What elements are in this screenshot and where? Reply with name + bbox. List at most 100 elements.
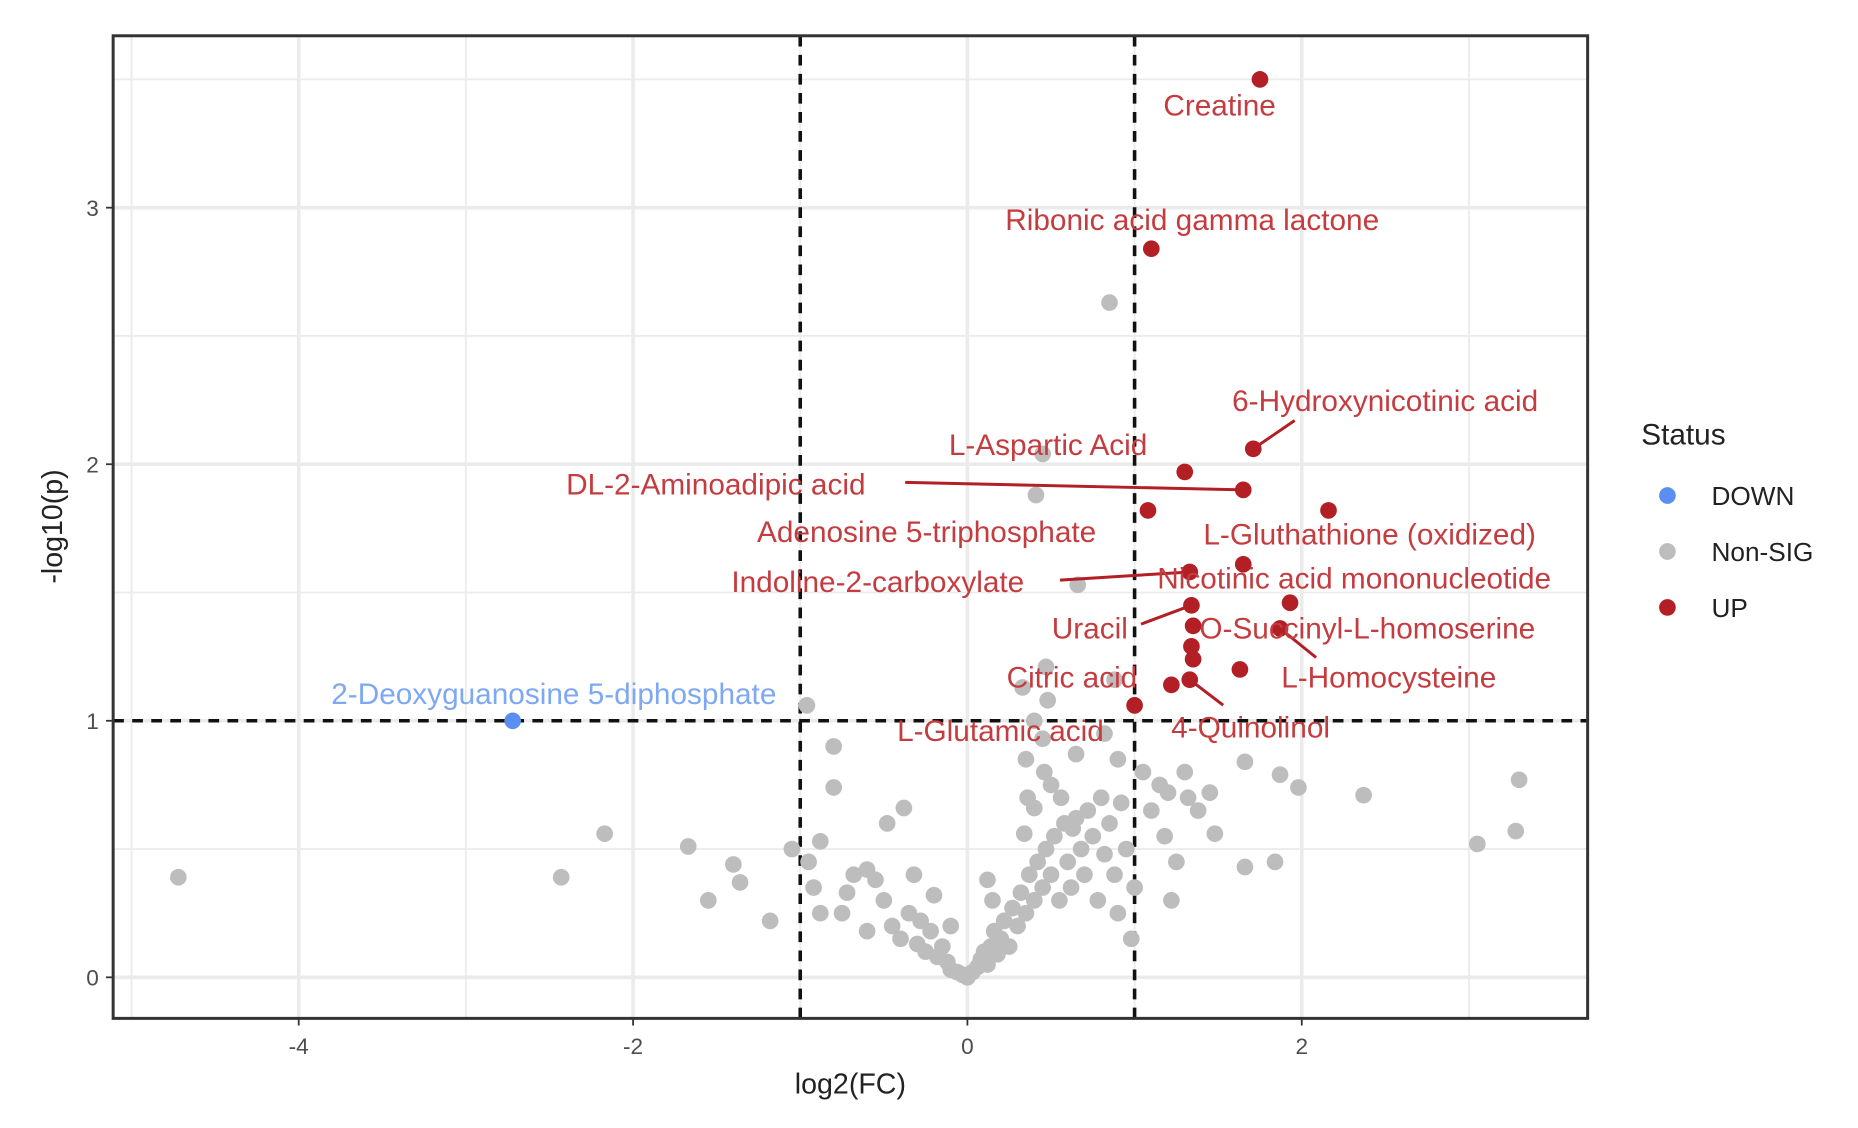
- point-non-sig: [1112, 794, 1130, 812]
- point-non-sig: [1168, 853, 1185, 871]
- point-non-sig: [1052, 789, 1070, 807]
- point-non-sig: [1009, 917, 1026, 935]
- point-non-sig: [1051, 892, 1068, 909]
- point-non-sig: [1042, 776, 1060, 794]
- point-non-sig: [170, 868, 187, 886]
- legend-title: Status: [1641, 418, 1725, 451]
- point-up: [1320, 502, 1337, 519]
- point-non-sig: [800, 853, 817, 871]
- point-non-sig: [1042, 866, 1060, 884]
- point-non-sig: [1106, 671, 1123, 689]
- point-non-sig: [979, 956, 996, 973]
- point-non-sig: [805, 879, 822, 896]
- point-non-sig: [1179, 789, 1197, 807]
- point-non-sig: [1025, 712, 1043, 730]
- point-label: Indoline-2-carboxylate: [731, 566, 1024, 599]
- point-up: [1251, 71, 1269, 88]
- point-non-sig: [1004, 899, 1021, 917]
- point-up: [1183, 638, 1200, 655]
- x-tick-label: -2: [623, 1034, 643, 1059]
- point-non-sig: [1067, 745, 1085, 763]
- point-non-sig: [1076, 866, 1093, 884]
- point-up: [1142, 240, 1160, 258]
- legend-key-down: [1659, 487, 1676, 504]
- label-connector-line: [1188, 678, 1225, 707]
- plot-panel-background: [113, 35, 1588, 1019]
- point-label: O-Succinyl-L-homoserine: [1199, 612, 1535, 645]
- point-non-sig: [1109, 750, 1127, 768]
- point-non-sig: [1206, 825, 1224, 842]
- point-non-sig: [1015, 825, 1033, 842]
- point-non-sig: [1079, 802, 1097, 819]
- point-up: [1163, 676, 1180, 694]
- point-non-sig: [783, 840, 801, 858]
- grid: [113, 35, 1588, 1019]
- point-non-sig: [825, 738, 843, 755]
- point-up: [1231, 661, 1249, 678]
- point-non-sig: [1029, 853, 1046, 871]
- label-connector-line: [905, 480, 1244, 492]
- point-non-sig: [1117, 840, 1135, 858]
- point-non-sig: [811, 833, 829, 850]
- point-non-sig: [1092, 789, 1110, 807]
- point-non-sig: [725, 856, 742, 873]
- point-non-sig: [1062, 879, 1080, 896]
- x-tick-label: 0: [961, 1034, 974, 1059]
- point-label: 2-Deoxyguanosine 5-diphosphate: [331, 678, 776, 711]
- label-connector-line: [1140, 603, 1192, 626]
- point-label: L-Homocysteine: [1281, 661, 1496, 694]
- point-non-sig: [1156, 827, 1174, 845]
- point-non-sig: [858, 922, 876, 940]
- point-non-sig: [892, 930, 909, 948]
- point-non-sig: [1025, 892, 1043, 909]
- point-non-sig: [1072, 840, 1090, 858]
- point-up: [1184, 617, 1202, 635]
- point-non-sig: [1355, 786, 1372, 804]
- point-non-sig: [811, 904, 829, 922]
- point-non-sig: [1037, 658, 1055, 676]
- point-non-sig: [1096, 845, 1113, 863]
- point-non-sig: [1096, 725, 1113, 742]
- point-up: [1139, 502, 1157, 519]
- point-non-sig: [845, 866, 863, 884]
- point-non-sig: [1101, 294, 1118, 311]
- point-non-sig: [942, 917, 960, 935]
- point-label: 4-Quinolinol: [1171, 711, 1330, 744]
- point-non-sig: [1109, 904, 1127, 922]
- data-points: [170, 71, 1528, 986]
- point-non-sig: [912, 912, 929, 930]
- point-non-sig: [883, 917, 901, 935]
- point-non-sig: [1020, 866, 1038, 884]
- point-non-sig: [995, 912, 1013, 930]
- x-tick-label: -4: [289, 1034, 309, 1059]
- legend-key-non-sig: [1659, 543, 1676, 560]
- point-label: L-Gluthathione (oxidized): [1203, 518, 1536, 551]
- point-label: Ribonic acid gamma lactone: [1005, 204, 1379, 237]
- y-axis-title: -log10(p): [37, 469, 69, 583]
- point-non-sig: [699, 892, 717, 909]
- point-label: L-Glutamic acid: [897, 715, 1104, 748]
- point-non-sig: [1064, 820, 1082, 837]
- point-non-sig: [1027, 486, 1045, 504]
- y-tick-label: 0: [86, 966, 99, 991]
- point-non-sig: [1017, 904, 1035, 922]
- point-non-sig: [825, 779, 843, 796]
- y-tick-label: 3: [86, 196, 99, 221]
- point-up: [1234, 555, 1252, 573]
- point-non-sig: [925, 886, 943, 904]
- plot-panel-border: [111, 34, 1590, 1020]
- point-non-sig: [878, 815, 896, 832]
- point-non-sig: [1510, 771, 1528, 789]
- point-non-sig: [1176, 763, 1194, 781]
- point-non-sig: [552, 868, 570, 886]
- point-non-sig: [1037, 840, 1055, 858]
- point-non-sig: [905, 866, 923, 884]
- point-non-sig: [1035, 763, 1053, 781]
- point-non-sig: [761, 912, 779, 930]
- point-non-sig: [934, 938, 951, 955]
- point-non-sig: [833, 904, 851, 922]
- point-non-sig: [596, 825, 613, 842]
- point-non-sig: [1159, 784, 1177, 801]
- point-non-sig: [1059, 853, 1077, 871]
- point-non-sig: [838, 884, 856, 902]
